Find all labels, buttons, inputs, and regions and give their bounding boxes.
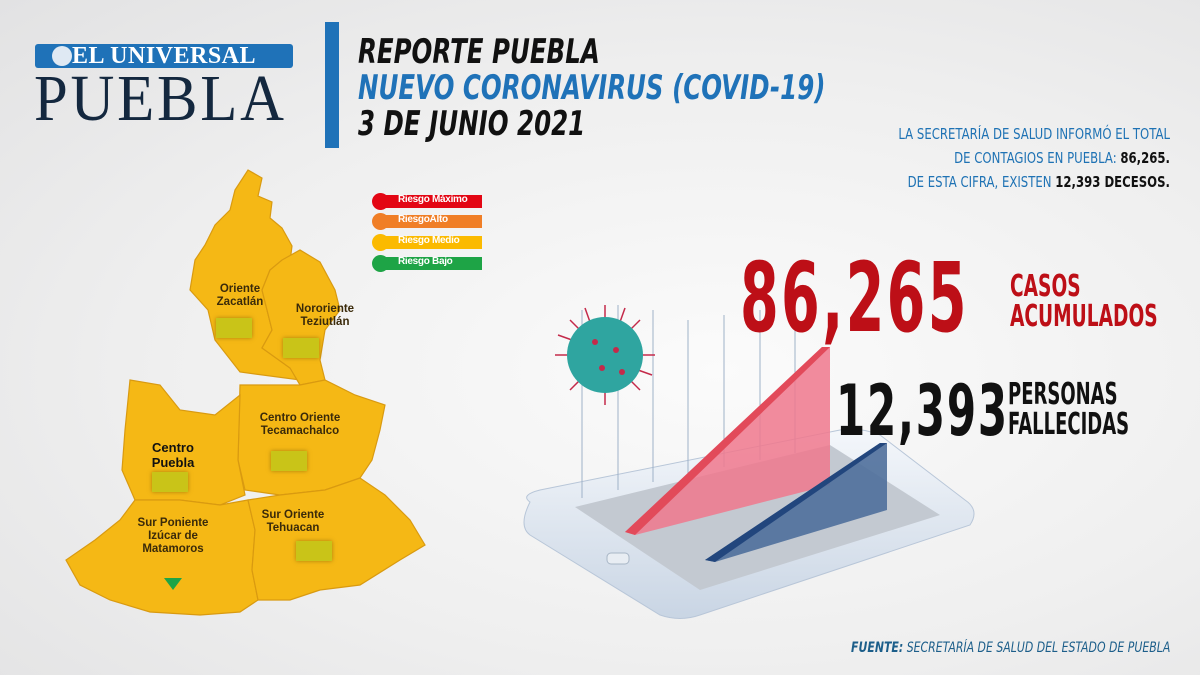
region-name: Tecamachalco	[260, 425, 340, 437]
risk-indicator	[216, 318, 252, 338]
region-name: Oriente	[219, 283, 261, 295]
legend-item-low: Riesgo Bajo	[372, 255, 482, 272]
legend-label: RiesgoAlto	[398, 214, 448, 225]
deaths-label-line: FALLECIDAS	[1008, 407, 1130, 442]
info-deaths-value: 12,393 DECESOS.	[1055, 173, 1170, 191]
info-line-2: DE CONTAGIOS EN PUEBLA: 86,265.	[858, 146, 1170, 170]
legend-item-medium: Riesgo Medio	[372, 234, 482, 251]
risk-dot-icon	[372, 213, 389, 230]
legend-bar	[378, 195, 482, 208]
info-line-3: DE ESTA CIFRA, EXISTEN 12,393 DECESOS.	[858, 170, 1170, 194]
info-line-1: LA SECRETARÍA DE SALUD INFORMÓ EL TOTAL	[898, 125, 1170, 143]
risk-indicator	[152, 472, 188, 492]
region-centro-puebla: Centro Puebla	[138, 440, 208, 470]
cases-label: CASOS ACUMULADOS	[1010, 272, 1158, 332]
legend-bar	[378, 215, 482, 228]
logo-puebla: PUEBLA	[34, 62, 287, 135]
region-name: Centro	[152, 440, 194, 455]
region-name: Sur Oriente	[261, 509, 325, 521]
risk-indicator	[283, 338, 319, 358]
region-sur-poniente-izucar: Sur Poniente Izúcar de Matamoros	[125, 517, 221, 556]
region-name: Matamoros	[142, 543, 204, 555]
risk-dot-icon	[372, 255, 389, 272]
legend-label: Riesgo Máximo	[398, 194, 468, 205]
region-name: Nororiente	[295, 303, 355, 315]
region-name: Tehuacan	[266, 522, 320, 534]
region-name: Izúcar de	[148, 530, 198, 542]
legend-label: Riesgo Medio	[398, 235, 460, 246]
logo-el-universal: EL UNIVERSAL	[71, 43, 257, 69]
legend-bar	[378, 257, 482, 270]
region-centro-oriente-tecamachalco: Centro Oriente Tecamachalco	[255, 412, 345, 438]
legend-bar	[378, 236, 482, 249]
info-text: DE CONTAGIOS EN PUEBLA:	[954, 149, 1121, 167]
legend-item-max: Riesgo Máximo	[372, 193, 482, 210]
tablet-chart-illustration	[523, 300, 975, 619]
region-nororiente-teziutlan: Nororiente Teziutlán	[285, 303, 365, 329]
logo-band	[35, 44, 293, 68]
info-text: DE ESTA CIFRA, EXISTEN	[907, 173, 1056, 191]
region-oriente-zacatlan: Oriente Zacatlán	[205, 283, 275, 309]
cases-label-line: ACUMULADOS	[1010, 299, 1158, 334]
info-cases-value: 86,265.	[1120, 149, 1170, 167]
region-name: Sur Poniente	[137, 517, 209, 529]
deaths-count: 12,393	[836, 370, 1009, 452]
risk-dot-icon	[372, 193, 389, 210]
report-subtitle: NUEVO CORONAVIRUS (COVID-19)	[358, 68, 826, 108]
legend-label: Riesgo Bajo	[398, 256, 453, 267]
cases-count: 86,265	[740, 242, 969, 354]
region-name: Teziutlán	[300, 316, 350, 328]
deaths-label-line: PERSONAS	[1008, 377, 1118, 412]
region-name: Centro Oriente	[259, 412, 341, 424]
risk-indicator	[296, 541, 332, 561]
risk-indicator	[271, 451, 307, 471]
title-divider	[325, 22, 339, 148]
report-title: REPORTE PUEBLA	[358, 32, 600, 72]
source-note: FUENTE: SECRETARÍA DE SALUD DEL ESTADO D…	[851, 640, 1170, 656]
source-prefix: FUENTE:	[850, 640, 903, 656]
coronavirus-icon	[555, 305, 655, 405]
region-sur-oriente-tehuacan: Sur Oriente Tehuacan	[255, 509, 331, 535]
eagle-logo-icon	[52, 46, 72, 66]
region-name: Puebla	[151, 455, 195, 470]
cases-label-line: CASOS	[1010, 269, 1081, 304]
region-name: Zacatlán	[216, 296, 264, 308]
trend-down-icon	[164, 578, 182, 590]
deaths-label: PERSONAS FALLECIDAS	[1008, 380, 1129, 440]
report-date: 3 DE JUNIO 2021	[358, 104, 586, 144]
risk-dot-icon	[372, 234, 389, 251]
legend-item-high: RiesgoAlto	[372, 213, 482, 230]
source-text: SECRETARÍA DE SALUD DEL ESTADO DE PUEBLA	[902, 640, 1170, 656]
